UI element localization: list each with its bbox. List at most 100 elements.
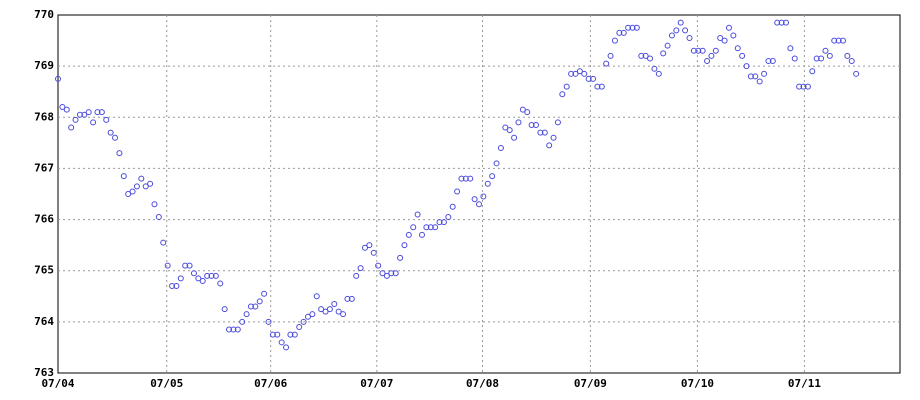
data-point [107, 129, 114, 136]
data-point [708, 52, 715, 59]
data-point [756, 78, 763, 85]
data-point [449, 203, 456, 210]
data-point [809, 68, 816, 75]
data-point [388, 270, 395, 277]
data-point [633, 24, 640, 31]
data-point [743, 63, 750, 70]
data-point [383, 272, 390, 279]
data-point [278, 339, 285, 346]
data-point [585, 75, 592, 82]
data-point [844, 52, 851, 59]
data-point [563, 83, 570, 90]
data-point [291, 331, 298, 338]
data-point [541, 129, 548, 136]
data-point [603, 60, 610, 67]
data-point [261, 290, 268, 297]
data-point [484, 180, 491, 187]
data-point [826, 52, 833, 59]
data-point [309, 311, 316, 318]
data-point [835, 37, 842, 44]
data-point [704, 58, 711, 65]
data-point [375, 262, 382, 269]
data-point [625, 24, 632, 31]
data-point [642, 52, 649, 59]
data-point [112, 134, 119, 141]
data-point [63, 106, 70, 113]
data-point [160, 239, 167, 246]
x-tick-label: 07/04 [41, 377, 74, 390]
data-point [155, 214, 162, 221]
data-point [217, 280, 224, 287]
data-point [519, 106, 526, 113]
data-point [208, 272, 215, 279]
data-point [269, 331, 276, 338]
data-point [458, 175, 465, 182]
data-point [182, 262, 189, 269]
data-point [818, 55, 825, 62]
data-point [212, 272, 219, 279]
y-tick-label: 767 [34, 161, 54, 174]
data-point [546, 142, 553, 149]
data-point [791, 55, 798, 62]
data-point [230, 326, 237, 333]
data-point [94, 109, 101, 116]
data-point [822, 47, 829, 54]
data-point [103, 116, 110, 123]
x-tick-label: 07/06 [254, 377, 287, 390]
data-point [765, 58, 772, 65]
x-tick-label: 07/10 [681, 377, 714, 390]
data-point [476, 201, 482, 208]
data-point [454, 188, 461, 195]
data-point [572, 70, 579, 77]
data-point [576, 68, 583, 75]
data-point [177, 275, 184, 282]
data-point [831, 37, 838, 44]
data-point [651, 65, 658, 72]
data-point [787, 45, 794, 52]
data-point [853, 70, 860, 77]
data-point [445, 214, 452, 221]
data-point [568, 70, 575, 77]
y-tick-label: 766 [34, 213, 54, 226]
data-point [638, 52, 645, 59]
data-point [370, 249, 377, 256]
data-point [72, 116, 79, 123]
data-point [133, 183, 140, 190]
data-point [804, 83, 811, 90]
data-point [493, 160, 500, 167]
plot-frame [57, 14, 901, 374]
data-point [90, 119, 97, 126]
data-point [506, 127, 513, 134]
data-point [432, 224, 439, 231]
data-point [410, 224, 417, 231]
data-point [690, 47, 697, 54]
data-point [397, 254, 404, 261]
data-point [379, 270, 386, 277]
data-point [440, 219, 447, 226]
data-point [318, 306, 325, 313]
data-point [734, 45, 741, 52]
data-point [322, 308, 329, 315]
x-tick-label: 07/09 [574, 377, 607, 390]
x-tick-label: 07/07 [360, 377, 393, 390]
data-point [239, 318, 246, 325]
data-point [647, 55, 654, 62]
data-point [326, 306, 333, 313]
data-point [839, 37, 846, 44]
data-point [489, 173, 496, 180]
data-point [462, 175, 469, 182]
data-point [68, 124, 75, 131]
data-point [98, 109, 105, 116]
x-tick-label: 07/08 [466, 377, 499, 390]
data-point [554, 119, 561, 126]
data-point [436, 219, 443, 226]
data-point [120, 173, 127, 180]
data-point [660, 50, 667, 57]
data-point [414, 211, 421, 218]
data-point [173, 283, 180, 290]
y-tick-label: 765 [34, 264, 54, 277]
data-point [590, 75, 597, 82]
data-point [594, 83, 601, 90]
data-point [125, 191, 132, 197]
data-point [598, 83, 605, 90]
